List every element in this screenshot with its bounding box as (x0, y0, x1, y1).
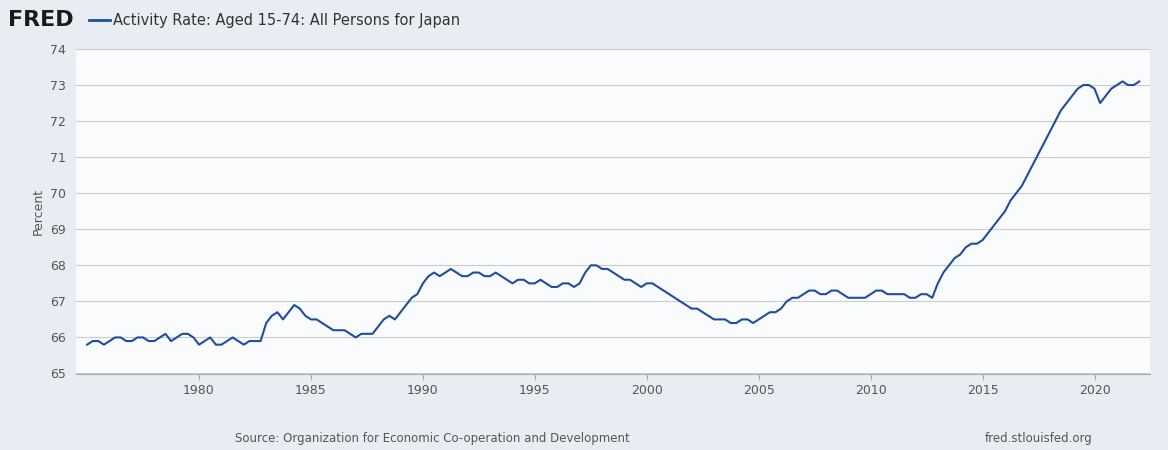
Text: Activity Rate: Aged 15-74: All Persons for Japan: Activity Rate: Aged 15-74: All Persons f… (113, 13, 460, 27)
Text: Source: Organization for Economic Co-operation and Development: Source: Organization for Economic Co-ope… (235, 432, 630, 445)
Y-axis label: Percent: Percent (32, 188, 44, 235)
Text: fred.stlouisfed.org: fred.stlouisfed.org (985, 432, 1092, 445)
Text: FRED: FRED (8, 10, 74, 30)
